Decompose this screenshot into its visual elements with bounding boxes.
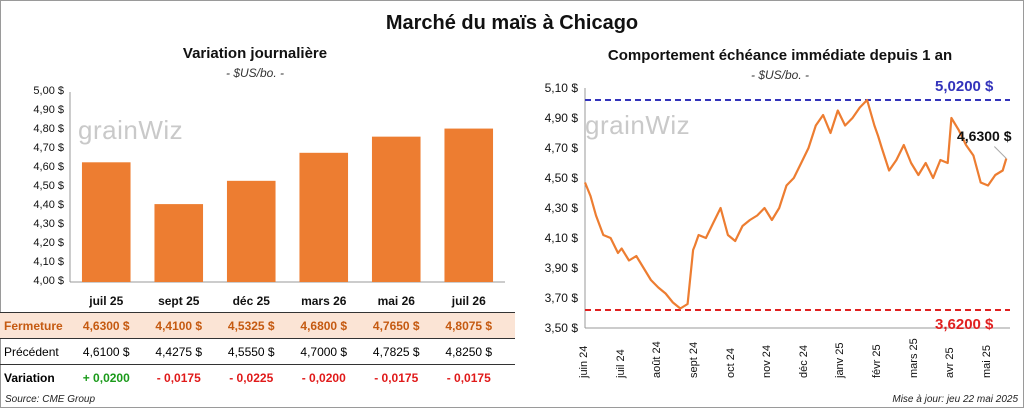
left-x-category: déc 25 <box>232 294 270 308</box>
precedent-cell: 4,4275 $ <box>155 345 203 359</box>
right-y-tick: 4,70 $ <box>544 141 578 155</box>
left-y-tick: 4,70 $ <box>33 142 64 154</box>
variation-row: Variation + 0,0200 - 0,0175 - 0,0225 - 0,02… <box>0 365 515 390</box>
right-month-label: sept 24 <box>687 341 700 378</box>
right-y-tick: 3,50 $ <box>544 321 578 335</box>
precedent-cell: 4,7000 $ <box>300 345 348 359</box>
bar-4 <box>299 152 349 282</box>
right-month-label: avr 25 <box>944 347 957 378</box>
right-month-label: nov 24 <box>761 344 774 378</box>
right-month-label: mars 25 <box>907 338 920 378</box>
left-chart-title: Variation journalière <box>182 45 328 62</box>
left-x-category: mars 26 <box>301 294 347 308</box>
last-value-leader <box>993 146 1007 159</box>
right-month-label: août 24 <box>651 341 664 378</box>
left-y-tick: 4,00 $ <box>33 275 64 287</box>
variation-cell: - 0,0225 <box>229 371 274 385</box>
variation-cell: - 0,0175 <box>156 371 201 385</box>
left-x-category: mai 26 <box>377 294 415 308</box>
right-y-tick: 4,90 $ <box>544 111 578 125</box>
fermeture-cell: 4,7650 $ <box>372 319 420 333</box>
right-y-tick: 3,90 $ <box>544 261 578 275</box>
fermeture-row: Fermeture 4,6300 $ 4,4100 $ 4,5325 $ 4,6800… <box>0 313 515 338</box>
precedent-cell: 4,5550 $ <box>227 345 275 359</box>
variation-label: Variation <box>4 371 55 385</box>
precedent-row: Précédent 4,6100 $ 4,4275 $ 4,5550 $ 4,7000… <box>0 339 515 364</box>
variation-cell: + 0,0200 <box>82 371 130 385</box>
right-month-label: juin 24 <box>578 345 590 378</box>
bar-6 <box>444 128 494 282</box>
right-month-label: oct 24 <box>724 348 737 378</box>
bar-chart <box>69 92 505 283</box>
fermeture-cell: 4,6800 $ <box>300 319 348 333</box>
price-line <box>583 98 1008 310</box>
right-y-tick: 5,10 $ <box>544 81 578 95</box>
bar-5 <box>371 136 421 282</box>
bar-2 <box>154 204 204 282</box>
right-month-label: déc 24 <box>797 344 810 378</box>
bar-3 <box>226 180 276 282</box>
page-title: Marché du maïs à Chicago <box>385 12 639 34</box>
variation-cell: - 0,0175 <box>374 371 419 385</box>
left-x-category: juil 26 <box>451 294 486 308</box>
variation-cell: - 0,0200 <box>301 371 346 385</box>
table-top-border <box>0 312 515 313</box>
fermeture-cell: 4,5325 $ <box>227 319 275 333</box>
variation-cell: - 0,0175 <box>446 371 491 385</box>
last-value-label: 4,6300 $ <box>957 128 1012 144</box>
left-y-tick: 4,10 $ <box>33 256 64 268</box>
right-month-label: févr 25 <box>871 344 884 378</box>
source-note: Source: CME Group <box>5 394 96 405</box>
precedent-cell: 4,6100 $ <box>82 345 130 359</box>
right-month-label: juil 24 <box>614 349 627 378</box>
fermeture-cell: 4,8075 $ <box>445 319 493 333</box>
min-label: 3,6200 $ <box>935 316 994 333</box>
right-y-tick: 4,10 $ <box>544 231 578 245</box>
fermeture-cell: 4,4100 $ <box>155 319 203 333</box>
precedent-cell: 4,7825 $ <box>372 345 420 359</box>
bar-1 <box>81 162 131 282</box>
table-bottom-border <box>0 364 515 365</box>
left-y-tick: 4,20 $ <box>33 237 64 249</box>
watermark-right: grainWiz <box>585 110 691 140</box>
right-month-label: mai 25 <box>981 344 994 378</box>
left-y-tick: 4,60 $ <box>33 161 64 173</box>
fermeture-cell: 4,6300 $ <box>82 319 130 333</box>
left-y-tick: 4,90 $ <box>33 104 64 116</box>
precedent-label: Précédent <box>4 345 59 359</box>
left-y-tick: 4,40 $ <box>33 199 64 211</box>
right-chart-unit: - $US/bo. - <box>750 68 810 82</box>
left-x-category: juil 25 <box>89 294 124 308</box>
left-y-tick: 4,50 $ <box>33 180 64 192</box>
fermeture-label: Fermeture <box>4 319 63 333</box>
left-chart-unit: - $US/bo. - <box>225 66 285 80</box>
update-note: Mise à jour: jeu 22 mai 2025 <box>892 394 1018 405</box>
left-x-category: sept 25 <box>158 294 200 308</box>
left-y-tick: 4,80 $ <box>33 123 64 135</box>
right-y-tick: 4,30 $ <box>544 201 578 215</box>
right-y-tick: 3,70 $ <box>544 291 578 305</box>
watermark-left: grainWiz <box>78 115 184 145</box>
table-mid-border <box>0 338 515 339</box>
right-month-label: janv 25 <box>834 342 847 378</box>
left-y-tick: 5,00 $ <box>33 85 64 97</box>
right-chart-title: Comportement échéance immédiate depuis 1… <box>607 47 953 64</box>
left-y-tick: 4,30 $ <box>33 218 64 230</box>
max-label: 5,0200 $ <box>935 78 994 95</box>
precedent-cell: 4,8250 $ <box>445 345 493 359</box>
right-y-tick: 4,50 $ <box>544 171 578 185</box>
